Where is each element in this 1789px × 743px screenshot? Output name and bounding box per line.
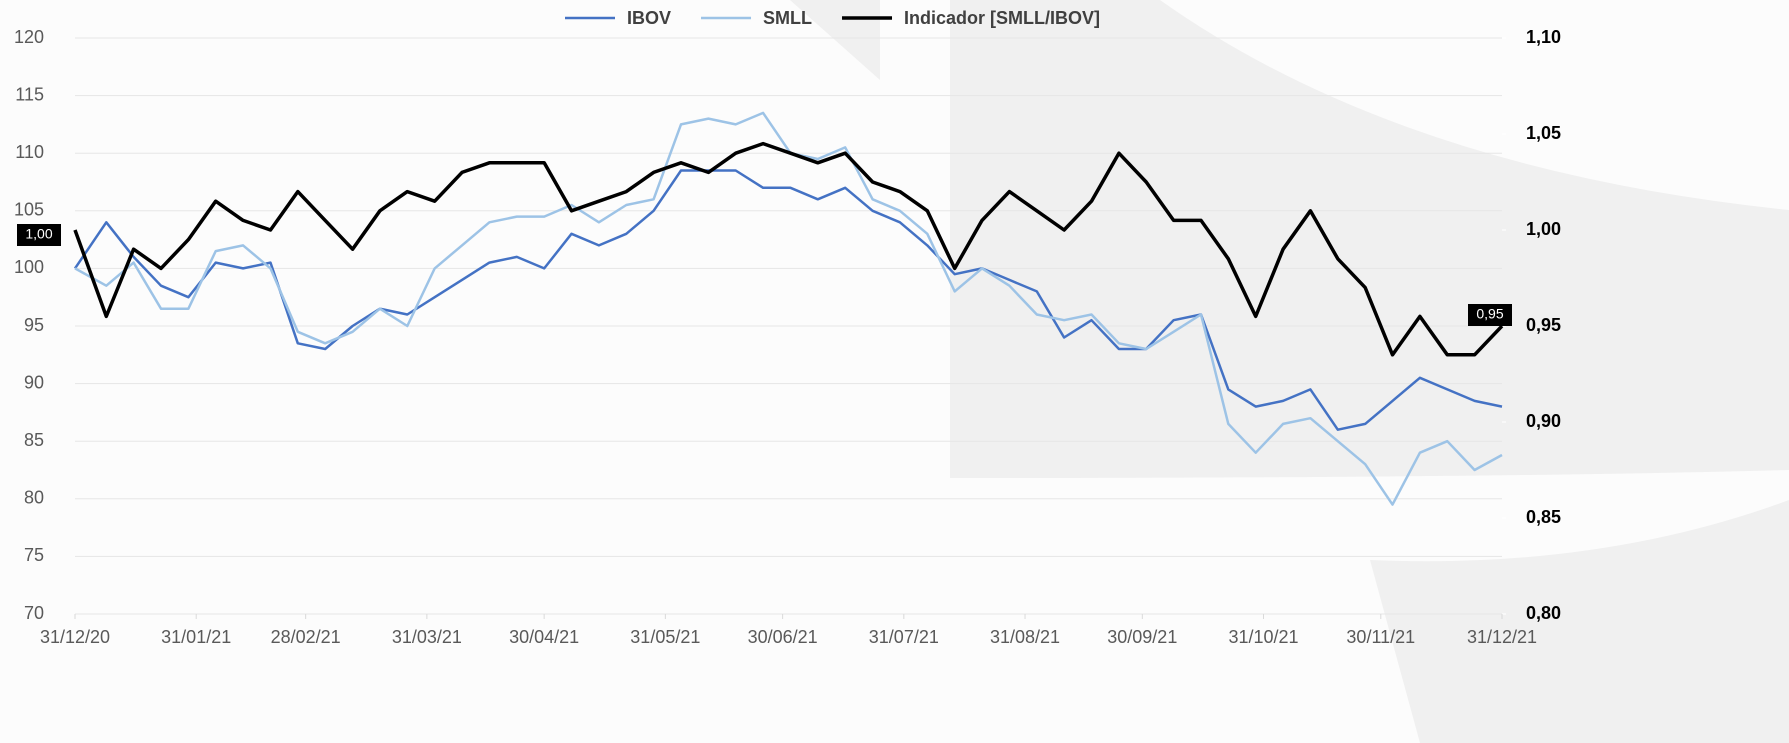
data-label-box [17,224,61,246]
x-tick-label: 31/12/20 [40,627,110,647]
x-tick-label: 31/03/21 [392,627,462,647]
grid [74,37,1506,619]
x-tick-label: 28/02/21 [271,627,341,647]
legend-label: IBOV [627,8,671,28]
y-tick-label: 115 [15,84,44,104]
watermark [790,0,880,80]
y-tick-label: 90 [24,372,44,392]
x-tick-label: 30/04/21 [509,627,579,647]
y-tick-label: 105 [14,200,44,220]
legend-label: SMLL [763,8,812,28]
y-tick-label: 95 [24,315,44,335]
data-label: 1,00 [25,226,52,242]
x-tick-label: 31/10/21 [1228,627,1298,647]
y-tick-label: 100 [14,257,44,277]
y2-tick-label: 1,10 [1526,27,1561,47]
watermark [950,0,1789,478]
x-tick-label: 30/09/21 [1107,627,1177,647]
y-tick-label: 120 [14,27,44,47]
x-tick-label: 31/08/21 [990,627,1060,647]
y2-tick-label: 0,90 [1526,411,1561,431]
y2-tick-label: 1,00 [1526,219,1561,239]
watermark [1370,500,1789,743]
y-tick-label: 85 [24,430,44,450]
x-tick-label: 31/12/21 [1467,627,1537,647]
x-tick-label: 30/06/21 [748,627,818,647]
y2-tick-label: 0,80 [1526,603,1561,623]
labels: 70 75 80 85 90 95 100 105 110 115 120 0,80 0,85 0,90 0… [14,8,1561,647]
lines [73,111,1504,506]
series-line [73,169,1503,431]
x-tick-label: 30/11/21 [1346,627,1415,647]
x-tick-label: 31/05/21 [630,627,700,647]
y-tick-label: 110 [15,142,44,162]
data-label-box [1468,304,1512,326]
y2-tick-label: 0,85 [1526,507,1561,527]
y2-tick-label: 0,95 [1526,315,1561,335]
x-tick-label: 31/07/21 [869,627,939,647]
x-tick-label: 31/01/21 [161,627,231,647]
legend-label: Indicador [SMLL/IBOV] [904,8,1100,28]
y-tick-label: 75 [24,545,44,565]
y-tick-label: 70 [24,603,44,623]
y2-tick-label: 1,05 [1526,123,1561,143]
y-tick-label: 80 [24,488,44,508]
data-label: 0,95 [1476,306,1503,322]
series-line [73,141,1504,357]
